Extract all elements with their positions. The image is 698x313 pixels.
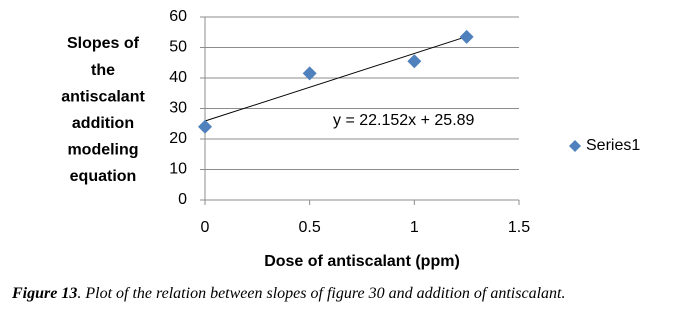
legend-marker: [569, 140, 581, 152]
point: [198, 119, 212, 134]
point: [302, 66, 317, 81]
point: [459, 29, 474, 44]
x-tick-label: 0.5: [299, 219, 321, 236]
y-tick-label: 50: [169, 39, 187, 56]
y-tick-label: 40: [169, 69, 187, 86]
point: [407, 54, 422, 69]
y-axis-label: addition: [72, 115, 134, 132]
y-axis-label: the: [91, 62, 115, 79]
x-tick-label: 1.5: [508, 219, 530, 236]
y-axis-label: modeling: [67, 142, 138, 159]
y-tick-label: 20: [169, 130, 187, 147]
x-axis-label: Dose of antiscalant (ppm): [264, 253, 460, 270]
trendline-label: y = 22.152x + 25.89: [333, 112, 475, 129]
y-tick-label: 60: [169, 8, 187, 25]
x-tick-label: 0: [201, 219, 210, 236]
y-tick-label: 0: [178, 191, 187, 208]
y-axis-label: equation: [70, 168, 137, 185]
y-tick-label: 10: [169, 161, 187, 178]
x-tick-label: 1: [410, 219, 419, 236]
y-axis-label: Slopes of: [67, 35, 140, 52]
y-axis-label: antiscalant: [61, 88, 145, 105]
caption: Figure 13. Plot of the relation between …: [11, 285, 565, 302]
caption-label: Figure 13: [11, 285, 77, 302]
y-tick-label: 30: [169, 100, 187, 117]
legend-label: Series1: [586, 137, 640, 154]
trendline: [204, 36, 467, 122]
caption-text: . Plot of the relation between slopes of…: [77, 285, 565, 302]
